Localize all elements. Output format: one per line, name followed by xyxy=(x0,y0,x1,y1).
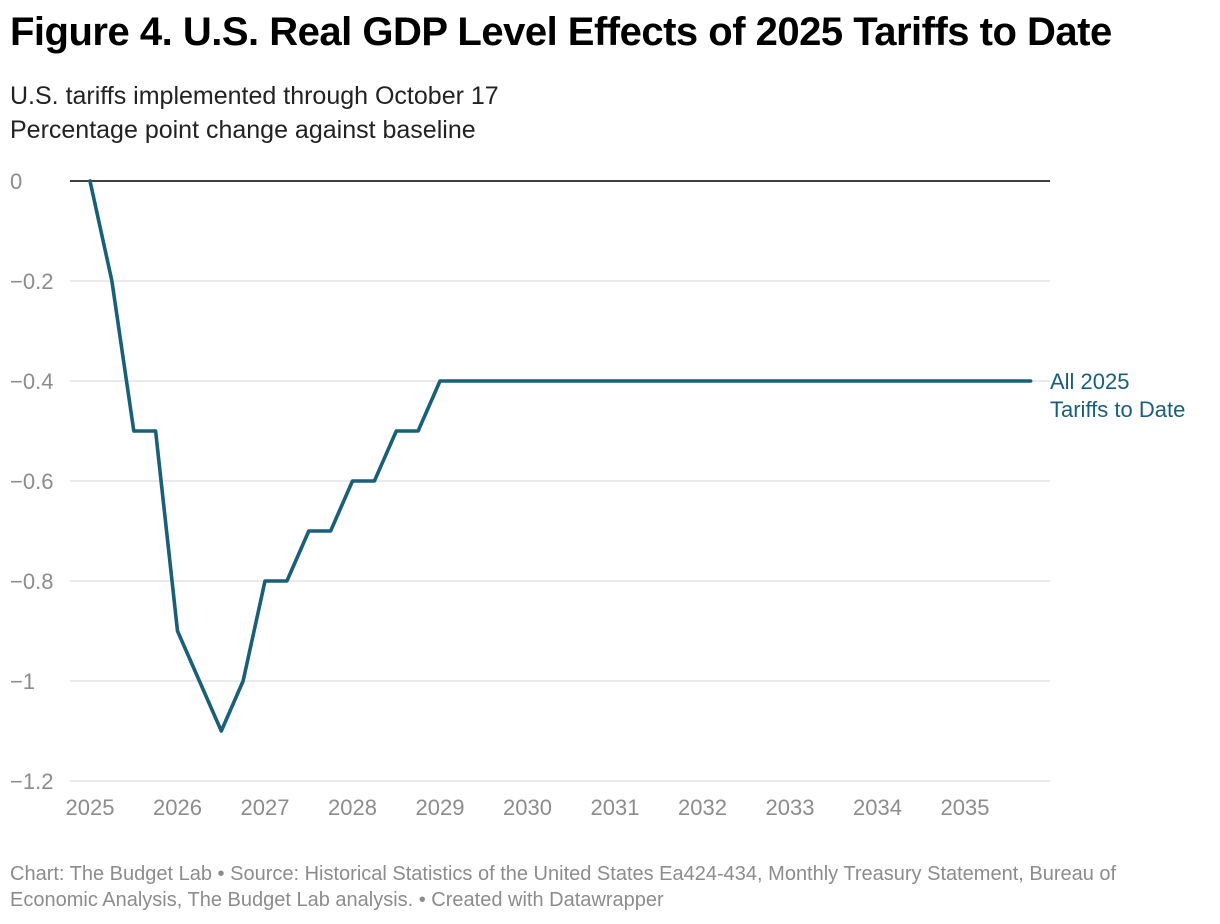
x-tick-label: 2026 xyxy=(153,795,202,820)
x-tick-label: 2028 xyxy=(328,795,377,820)
chart-title: Figure 4. U.S. Real GDP Level Effects of… xyxy=(10,10,1112,54)
x-tick-label: 2027 xyxy=(241,795,290,820)
y-tick-label: −0.4 xyxy=(10,369,53,394)
x-tick-label: 2035 xyxy=(941,795,990,820)
chart-subtitle-line2: Percentage point change against baseline xyxy=(10,116,476,144)
x-tick-label: 2034 xyxy=(853,795,902,820)
x-tick-label: 2033 xyxy=(766,795,815,820)
chart-footer: Chart: The Budget Lab • Source: Historic… xyxy=(10,863,1117,911)
gdp-line-chart: 0 −0.2 −0.4 −0.6 −0.8 −1 −1.2 2025 2026 2027 2028… xyxy=(10,169,1185,820)
x-axis-ticks: 2025 2026 2027 2028 2029 2030 2031 2032 2033 2034… xyxy=(66,795,990,820)
y-tick-label: −1.2 xyxy=(10,769,53,794)
series-label: All 2025 Tariffs to Date xyxy=(1050,369,1185,422)
x-tick-label: 2029 xyxy=(416,795,465,820)
series-label-line: All 2025 xyxy=(1050,369,1130,394)
y-axis-ticks: 0 −0.2 −0.4 −0.6 −0.8 −1 −1.2 xyxy=(10,169,53,794)
grid-lines xyxy=(70,180,1050,782)
series-layer: All 2025 Tariffs to Date xyxy=(88,179,1185,733)
x-tick-label: 2032 xyxy=(678,795,727,820)
x-tick-label: 2031 xyxy=(591,795,640,820)
y-tick-label: −1 xyxy=(10,669,35,694)
series-line xyxy=(88,179,1033,733)
y-tick-label: 0 xyxy=(10,169,22,194)
y-tick-label: −0.2 xyxy=(10,269,53,294)
x-tick-label: 2030 xyxy=(503,795,552,820)
y-tick-label: −0.8 xyxy=(10,569,53,594)
x-tick-label: 2025 xyxy=(66,795,115,820)
chart-subtitle-line1: U.S. tariffs implemented through October… xyxy=(10,82,499,110)
y-tick-label: −0.6 xyxy=(10,469,53,494)
series-label-line: Tariffs to Date xyxy=(1050,397,1185,422)
